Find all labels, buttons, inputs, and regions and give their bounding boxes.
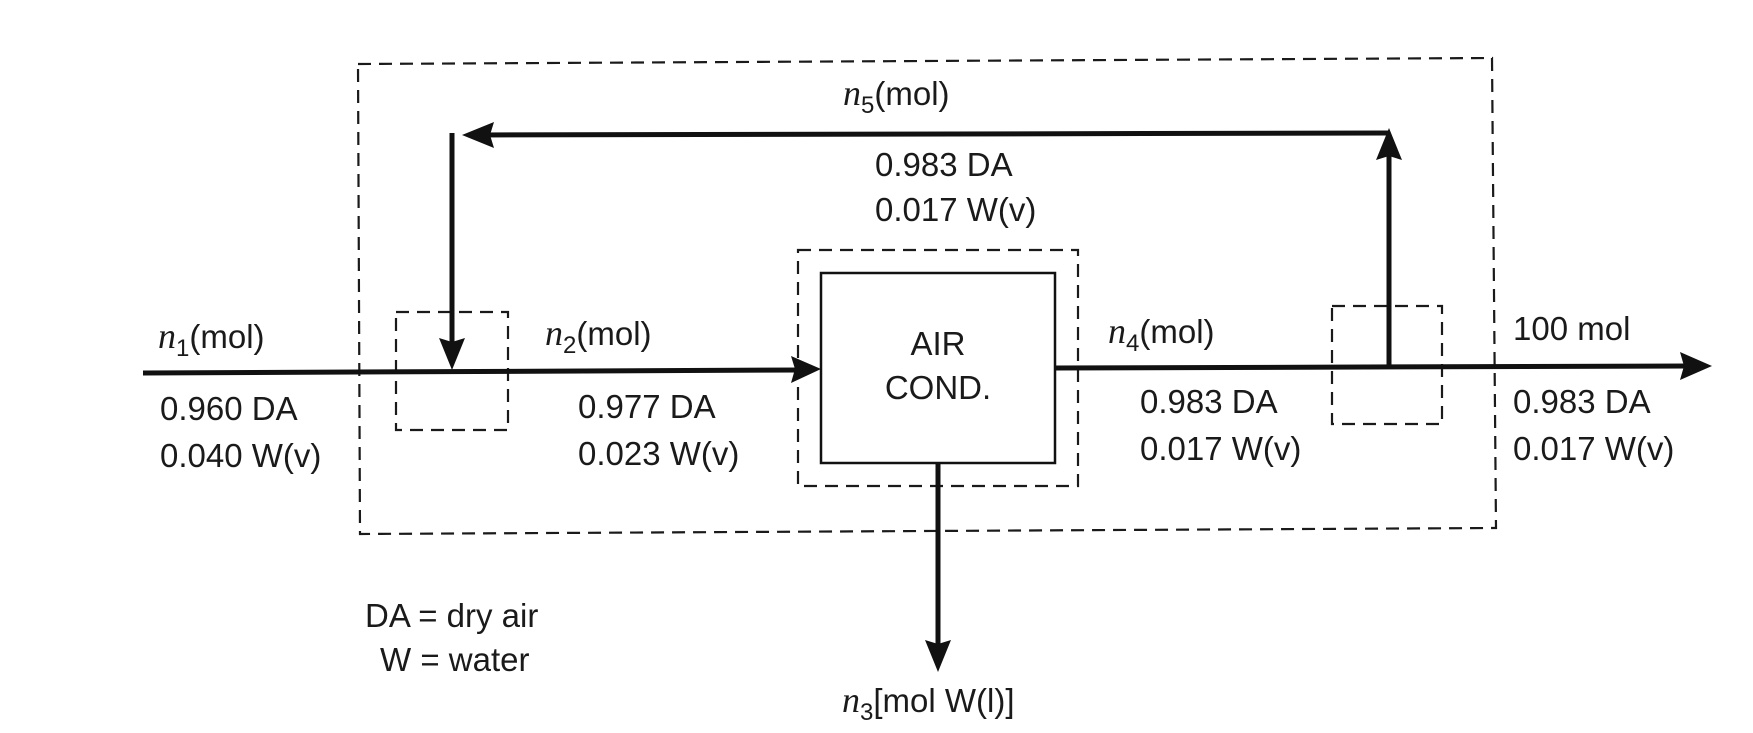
arrowhead-n2-in [791,356,821,383]
stream-line-recycle-top [477,130,1390,138]
stream-n5-label: n5(mol) [843,73,950,119]
legend-line2: W = water [380,641,529,678]
stream-n2-comp2: 0.023 W(v) [578,435,739,472]
stream-line-product [1054,363,1691,371]
stream-n2-comp1: 0.977 DA [578,388,716,425]
unit-label-line1: AIR [910,325,965,362]
air-conditioner-unit [819,271,1057,465]
legend-line1: DA = dry air [365,597,538,634]
stream-n1-comp1: 0.960 DA [160,390,298,427]
arrowhead-product [1680,352,1712,380]
stream-n5-comp1: 0.983 DA [875,146,1013,183]
stream-n4-label: n4(mol) [1108,311,1215,357]
product-comp1: 0.983 DA [1513,383,1651,420]
arrowhead-recycle-up [1376,128,1402,160]
product-label: 100 mol [1513,310,1630,347]
stream-n1-comp2: 0.040 W(v) [160,437,321,474]
stream-n4-comp2: 0.017 W(v) [1140,430,1301,467]
overall-system-boundary [356,56,1498,536]
stream-n5-comp2: 0.017 W(v) [875,191,1036,228]
stream-n4-comp1: 0.983 DA [1140,383,1278,420]
arrowhead-recycle-down [439,338,465,370]
unit-label-line2: COND. [885,369,991,406]
stream-n2-label: n2(mol) [545,313,652,359]
arrowhead-recycle-left [462,122,494,148]
stream-line-feed [142,367,804,376]
arrowhead-condensate [925,640,951,672]
stream-n3-label: n3[mol W(l)] [842,680,1015,726]
product-comp2: 0.017 W(v) [1513,430,1674,467]
stream-n1-label: n1(mol) [158,316,265,362]
